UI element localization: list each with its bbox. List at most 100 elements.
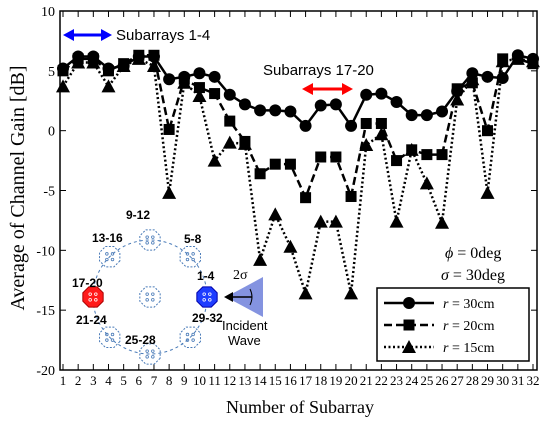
data-point-triangle [359, 138, 374, 152]
data-point-triangle [495, 54, 510, 68]
inset-element [191, 338, 195, 342]
annotation-subarrays-1-4: Subarrays 1-4 [63, 27, 210, 44]
data-point-triangle [192, 88, 207, 102]
x-tick-labels: 1 2 3 4 5 6 7 8 9 10 11 12 13 14 15 16 17 18 19 20 21 22 23 24 2… [60, 373, 540, 388]
y-tick-label: -15 [36, 304, 55, 319]
x-tick-label: 6 [136, 373, 143, 388]
x-tick-label: 31 [511, 373, 524, 388]
data-point-triangle [162, 185, 177, 199]
inset-subarray [82, 286, 104, 308]
data-point-circle [193, 67, 206, 80]
data-point-triangle [253, 252, 268, 266]
data-point-circle [269, 104, 282, 117]
data-point-square [269, 158, 281, 170]
inset-element [105, 332, 109, 337]
incident-wave-arrowhead [224, 292, 233, 302]
inset-label-5-8: 5-8 [184, 232, 202, 246]
inset-subarray-octagon [99, 326, 121, 348]
data-point-circle [436, 105, 449, 118]
inset-element [105, 257, 109, 262]
x-tick-label: 18 [314, 373, 327, 388]
inset-element [105, 252, 109, 256]
data-point-square [421, 149, 433, 161]
label-subarrays-1-4: Subarrays 1-4 [116, 27, 210, 44]
data-point-circle [360, 88, 373, 101]
data-point-triangle [328, 214, 343, 228]
data-point-triangle [402, 340, 416, 353]
inset-subarray [139, 229, 161, 251]
x-tick-label: 8 [166, 373, 173, 388]
inset-element [191, 332, 195, 337]
series-triangle [56, 51, 540, 300]
inset-element [151, 292, 155, 296]
red-arrow-head-left [302, 83, 313, 95]
inset-element [208, 292, 212, 296]
y-tick-labels: 10 5 0 -5 -10 -15 -20 [36, 5, 55, 379]
data-point-triangle [237, 136, 252, 150]
label-subarrays-17-20: Subarrays 17-20 [263, 62, 374, 79]
blue-arrow-head-left [63, 29, 74, 41]
data-point-triangle [268, 207, 283, 221]
blue-arrow-head-right [101, 29, 112, 41]
inset-element [202, 292, 206, 296]
inset-element [94, 292, 98, 296]
data-point-triangle [374, 127, 389, 141]
inset-subarray-octagon [139, 343, 161, 365]
inset-element [185, 332, 190, 337]
inset-label-29-32: 29-32 [192, 311, 223, 325]
x-tick-label: 25 [420, 373, 433, 388]
y-tick-label: 10 [41, 5, 55, 20]
red-arrow-head-right [342, 83, 353, 95]
data-point-square [315, 151, 327, 163]
data-point-square [284, 158, 296, 170]
x-tick-label: 15 [269, 373, 282, 388]
data-point-triangle [146, 59, 161, 73]
x-tick-label: 5 [120, 373, 127, 388]
inset-element [185, 338, 190, 342]
x-tick-label: 23 [390, 373, 403, 388]
x-tick-label: 19 [329, 373, 342, 388]
y-tick-label: -5 [43, 185, 55, 200]
legend-item: r = 15cm [384, 340, 495, 356]
inset-label-17-20: 17-20 [72, 276, 103, 290]
x-tick-label: 10 [193, 373, 206, 388]
data-point-circle [163, 73, 176, 86]
x-tick-label: 14 [254, 373, 268, 388]
data-point-triangle [313, 214, 328, 228]
legend-label: r = 15cm [443, 341, 495, 356]
x-tick-label: 2 [75, 373, 82, 388]
inset-label-13-16: 13-16 [92, 231, 123, 245]
data-point-circle [420, 109, 433, 122]
data-point-triangle [71, 55, 86, 69]
inset-subarray [99, 246, 121, 268]
inset-subarray-octagon [99, 246, 121, 268]
data-point-circle [208, 70, 221, 83]
data-point-triangle [526, 54, 540, 68]
inset-element [145, 235, 149, 239]
data-point-square [330, 151, 342, 163]
inset-element [145, 298, 149, 302]
inset-element [151, 349, 155, 353]
y-tick-label: 5 [48, 65, 55, 80]
series-line [61, 57, 534, 299]
inset-element [208, 298, 212, 302]
x-tick-label: 9 [181, 373, 188, 388]
x-tick-label: 26 [436, 373, 450, 388]
x-tick-label: 13 [238, 373, 251, 388]
plot-axes [59, 10, 538, 371]
x-tick-label: 20 [345, 373, 358, 388]
data-point-square [102, 65, 114, 77]
inset-element [151, 298, 155, 302]
inset-subarray-octagon [82, 286, 104, 308]
inset-element [110, 332, 115, 337]
data-point-circle [375, 87, 388, 100]
wave-label: Wave [228, 333, 261, 348]
inset-subarray [99, 326, 121, 348]
data-point-square [451, 83, 463, 95]
x-tick-label: 29 [481, 373, 494, 388]
x-tick-label: 21 [360, 373, 373, 388]
inset-element [145, 349, 149, 353]
x-tick-label: 28 [466, 373, 479, 388]
two-sigma-label: 2σ [233, 268, 248, 283]
inset-element [88, 292, 92, 296]
